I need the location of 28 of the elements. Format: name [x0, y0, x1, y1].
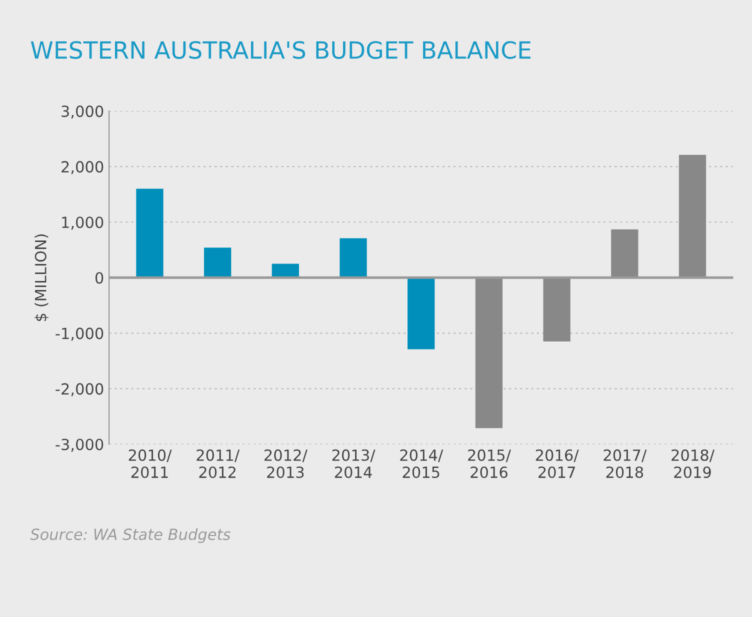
y-tick-label: -1,000 [56, 328, 104, 341]
bar [136, 188, 164, 278]
y-tick-label: 3,000 [62, 106, 104, 119]
bar [340, 238, 367, 278]
x-tick-label: 2013/ 2014 [332, 449, 376, 478]
bar [543, 278, 570, 342]
chart-title: WESTERN AUSTRALIA'S BUDGET BALANCE [30, 41, 530, 59]
x-tick-label: 2017/ 2018 [604, 449, 647, 478]
x-tick-label: 2011/ 2012 [196, 449, 240, 478]
y-tick-label: 0 [95, 272, 104, 284]
bar [408, 278, 435, 350]
x-tick-label: 2016/ 2017 [536, 449, 579, 478]
y-tick-label: 1,000 [62, 216, 104, 230]
y-tick-label: -3,000 [56, 438, 104, 452]
y-tick-label: 2,000 [62, 161, 104, 174]
bar [611, 229, 638, 278]
x-tick-label: 2010/ 2011 [128, 449, 172, 478]
y-axis-title: $ (MILLION) [34, 234, 48, 321]
x-tick-label: 2015/ 2016 [468, 449, 511, 478]
bar [272, 264, 299, 278]
x-tick-label: 2014/ 2015 [400, 449, 444, 478]
x-tick-label: 2012/ 2013 [264, 449, 308, 478]
y-tick-label: -2,000 [56, 383, 104, 396]
source-note: Source: WA State Budgets [30, 528, 230, 544]
bar [475, 278, 503, 428]
x-tick-label: 2018/ 2019 [672, 449, 715, 478]
bar [204, 248, 232, 278]
bar [678, 154, 706, 278]
